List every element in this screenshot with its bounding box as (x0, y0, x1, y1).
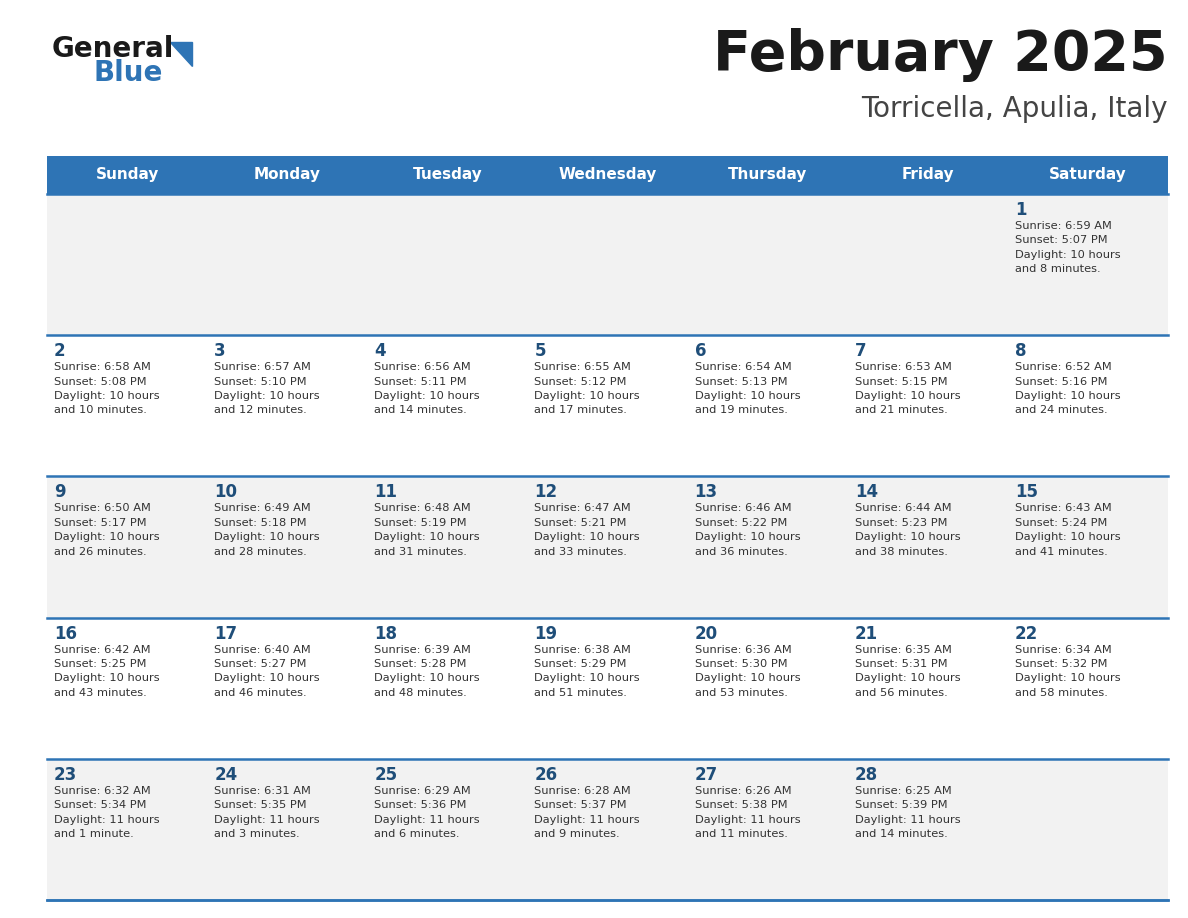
Text: 22: 22 (1015, 624, 1038, 643)
Text: Sunrise: 6:32 AM
Sunset: 5:34 PM
Daylight: 11 hours
and 1 minute.: Sunrise: 6:32 AM Sunset: 5:34 PM Dayligh… (53, 786, 159, 839)
Text: Sunrise: 6:39 AM
Sunset: 5:28 PM
Daylight: 10 hours
and 48 minutes.: Sunrise: 6:39 AM Sunset: 5:28 PM Dayligh… (374, 644, 480, 698)
Text: Sunrise: 6:28 AM
Sunset: 5:37 PM
Daylight: 11 hours
and 9 minutes.: Sunrise: 6:28 AM Sunset: 5:37 PM Dayligh… (535, 786, 640, 839)
Text: Sunrise: 6:56 AM
Sunset: 5:11 PM
Daylight: 10 hours
and 14 minutes.: Sunrise: 6:56 AM Sunset: 5:11 PM Dayligh… (374, 363, 480, 416)
Text: 21: 21 (854, 624, 878, 643)
Polygon shape (170, 42, 192, 66)
Text: Thursday: Thursday (728, 167, 808, 183)
Text: 9: 9 (53, 484, 65, 501)
Bar (48, 476, 1168, 618)
Text: Saturday: Saturday (1049, 167, 1126, 183)
Text: Sunrise: 6:53 AM
Sunset: 5:15 PM
Daylight: 10 hours
and 21 minutes.: Sunrise: 6:53 AM Sunset: 5:15 PM Dayligh… (854, 363, 960, 416)
Bar (48, 194, 1168, 335)
Text: 20: 20 (695, 624, 718, 643)
Bar (48, 335, 1168, 476)
Text: 3: 3 (214, 342, 226, 360)
Text: 27: 27 (695, 766, 718, 784)
Text: 15: 15 (1015, 484, 1038, 501)
Text: 13: 13 (695, 484, 718, 501)
Text: Wednesday: Wednesday (558, 167, 657, 183)
Text: Sunrise: 6:57 AM
Sunset: 5:10 PM
Daylight: 10 hours
and 12 minutes.: Sunrise: 6:57 AM Sunset: 5:10 PM Dayligh… (214, 363, 320, 416)
Text: 2: 2 (53, 342, 65, 360)
Text: Tuesday: Tuesday (412, 167, 482, 183)
Text: 10: 10 (214, 484, 238, 501)
Text: 5: 5 (535, 342, 546, 360)
Text: 6: 6 (695, 342, 706, 360)
Text: Monday: Monday (254, 167, 321, 183)
Text: 1: 1 (1015, 201, 1026, 219)
Text: 17: 17 (214, 624, 238, 643)
Text: Sunrise: 6:59 AM
Sunset: 5:07 PM
Daylight: 10 hours
and 8 minutes.: Sunrise: 6:59 AM Sunset: 5:07 PM Dayligh… (1015, 221, 1120, 274)
Text: 7: 7 (854, 342, 866, 360)
Text: Sunrise: 6:34 AM
Sunset: 5:32 PM
Daylight: 10 hours
and 58 minutes.: Sunrise: 6:34 AM Sunset: 5:32 PM Dayligh… (1015, 644, 1120, 698)
Text: Sunrise: 6:35 AM
Sunset: 5:31 PM
Daylight: 10 hours
and 56 minutes.: Sunrise: 6:35 AM Sunset: 5:31 PM Dayligh… (854, 644, 960, 698)
Text: 18: 18 (374, 624, 397, 643)
Text: Sunrise: 6:58 AM
Sunset: 5:08 PM
Daylight: 10 hours
and 10 minutes.: Sunrise: 6:58 AM Sunset: 5:08 PM Dayligh… (53, 363, 159, 416)
Text: 16: 16 (53, 624, 77, 643)
Text: Sunrise: 6:36 AM
Sunset: 5:30 PM
Daylight: 10 hours
and 53 minutes.: Sunrise: 6:36 AM Sunset: 5:30 PM Dayligh… (695, 644, 801, 698)
Text: 28: 28 (854, 766, 878, 784)
Text: Sunrise: 6:48 AM
Sunset: 5:19 PM
Daylight: 10 hours
and 31 minutes.: Sunrise: 6:48 AM Sunset: 5:19 PM Dayligh… (374, 503, 480, 556)
Text: Sunrise: 6:31 AM
Sunset: 5:35 PM
Daylight: 11 hours
and 3 minutes.: Sunrise: 6:31 AM Sunset: 5:35 PM Dayligh… (214, 786, 320, 839)
Text: 14: 14 (854, 484, 878, 501)
Text: 8: 8 (1015, 342, 1026, 360)
Text: Sunrise: 6:38 AM
Sunset: 5:29 PM
Daylight: 10 hours
and 51 minutes.: Sunrise: 6:38 AM Sunset: 5:29 PM Dayligh… (535, 644, 640, 698)
Text: 4: 4 (374, 342, 386, 360)
Text: General: General (52, 35, 175, 63)
Text: Blue: Blue (94, 59, 164, 87)
Text: Sunrise: 6:50 AM
Sunset: 5:17 PM
Daylight: 10 hours
and 26 minutes.: Sunrise: 6:50 AM Sunset: 5:17 PM Dayligh… (53, 503, 159, 556)
Text: 12: 12 (535, 484, 557, 501)
Text: February 2025: February 2025 (713, 28, 1168, 82)
Text: Sunrise: 6:43 AM
Sunset: 5:24 PM
Daylight: 10 hours
and 41 minutes.: Sunrise: 6:43 AM Sunset: 5:24 PM Dayligh… (1015, 503, 1120, 556)
Text: 11: 11 (374, 484, 397, 501)
Text: Torricella, Apulia, Italy: Torricella, Apulia, Italy (861, 95, 1168, 123)
Text: 26: 26 (535, 766, 557, 784)
Text: 23: 23 (53, 766, 77, 784)
Text: 24: 24 (214, 766, 238, 784)
Text: Sunrise: 6:29 AM
Sunset: 5:36 PM
Daylight: 11 hours
and 6 minutes.: Sunrise: 6:29 AM Sunset: 5:36 PM Dayligh… (374, 786, 480, 839)
Text: Sunrise: 6:40 AM
Sunset: 5:27 PM
Daylight: 10 hours
and 46 minutes.: Sunrise: 6:40 AM Sunset: 5:27 PM Dayligh… (214, 644, 320, 698)
Bar (48, 618, 1168, 759)
Text: Friday: Friday (902, 167, 954, 183)
Bar (48, 156, 1168, 194)
Text: 19: 19 (535, 624, 557, 643)
Text: Sunrise: 6:47 AM
Sunset: 5:21 PM
Daylight: 10 hours
and 33 minutes.: Sunrise: 6:47 AM Sunset: 5:21 PM Dayligh… (535, 503, 640, 556)
Text: Sunrise: 6:44 AM
Sunset: 5:23 PM
Daylight: 10 hours
and 38 minutes.: Sunrise: 6:44 AM Sunset: 5:23 PM Dayligh… (854, 503, 960, 556)
Bar (48, 759, 1168, 900)
Text: 25: 25 (374, 766, 398, 784)
Text: Sunrise: 6:49 AM
Sunset: 5:18 PM
Daylight: 10 hours
and 28 minutes.: Sunrise: 6:49 AM Sunset: 5:18 PM Dayligh… (214, 503, 320, 556)
Text: Sunrise: 6:25 AM
Sunset: 5:39 PM
Daylight: 11 hours
and 14 minutes.: Sunrise: 6:25 AM Sunset: 5:39 PM Dayligh… (854, 786, 960, 839)
Text: Sunrise: 6:52 AM
Sunset: 5:16 PM
Daylight: 10 hours
and 24 minutes.: Sunrise: 6:52 AM Sunset: 5:16 PM Dayligh… (1015, 363, 1120, 416)
Text: Sunrise: 6:26 AM
Sunset: 5:38 PM
Daylight: 11 hours
and 11 minutes.: Sunrise: 6:26 AM Sunset: 5:38 PM Dayligh… (695, 786, 801, 839)
Text: Sunday: Sunday (95, 167, 159, 183)
Text: Sunrise: 6:46 AM
Sunset: 5:22 PM
Daylight: 10 hours
and 36 minutes.: Sunrise: 6:46 AM Sunset: 5:22 PM Dayligh… (695, 503, 801, 556)
Text: Sunrise: 6:54 AM
Sunset: 5:13 PM
Daylight: 10 hours
and 19 minutes.: Sunrise: 6:54 AM Sunset: 5:13 PM Dayligh… (695, 363, 801, 416)
Text: Sunrise: 6:42 AM
Sunset: 5:25 PM
Daylight: 10 hours
and 43 minutes.: Sunrise: 6:42 AM Sunset: 5:25 PM Dayligh… (53, 644, 159, 698)
Text: Sunrise: 6:55 AM
Sunset: 5:12 PM
Daylight: 10 hours
and 17 minutes.: Sunrise: 6:55 AM Sunset: 5:12 PM Dayligh… (535, 363, 640, 416)
